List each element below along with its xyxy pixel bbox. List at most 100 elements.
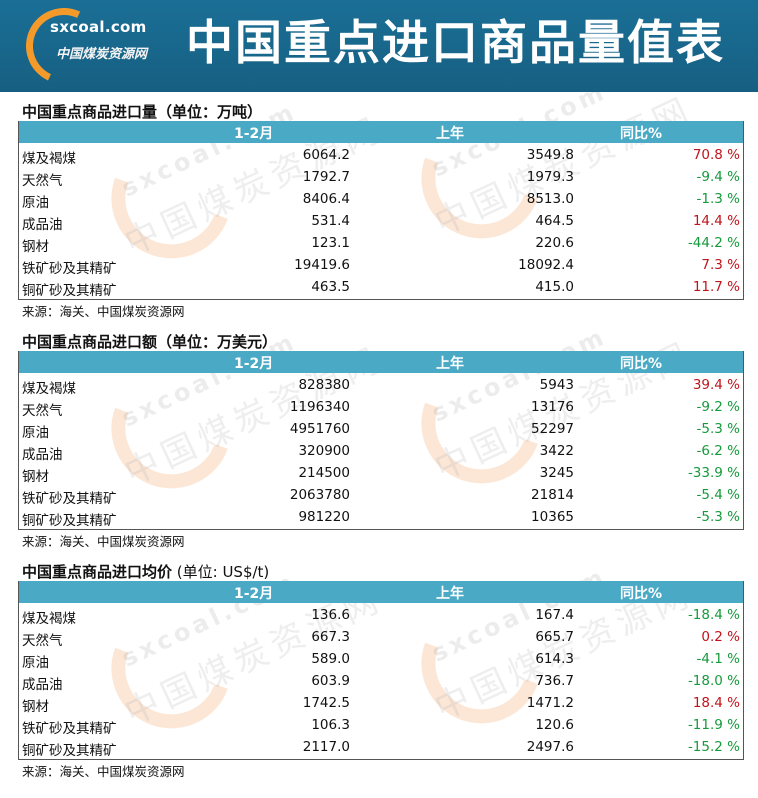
table-header: 1-2月 上年 同比% — [18, 121, 744, 143]
row-yoy: 70.8 % — [692, 147, 740, 163]
table-row: 成品油 603.9 736.7 -18.0 % — [18, 670, 744, 693]
table-row: 成品油 531.4 464.5 14.4 % — [18, 210, 744, 233]
row-name: 铁矿砂及其精矿 — [22, 261, 117, 277]
row-current: 214500 — [298, 465, 350, 481]
row-last-year: 5943 — [539, 377, 574, 393]
row-yoy: -44.2 % — [687, 235, 740, 251]
row-last-year: 52297 — [531, 421, 574, 437]
row-name: 钢材 — [22, 469, 49, 485]
row-current: 1792.7 — [302, 169, 350, 185]
row-name: 天然气 — [22, 403, 63, 419]
row-name: 铜矿砂及其精矿 — [22, 743, 117, 759]
row-yoy: 7.3 % — [701, 257, 740, 273]
row-last-year: 21814 — [531, 487, 574, 503]
row-last-year: 13176 — [531, 399, 574, 415]
row-current: 589.0 — [311, 651, 350, 667]
row-yoy: -18.0 % — [687, 673, 740, 689]
logo-domain-text: sxcoal.com — [50, 18, 147, 36]
table-row: 原油 4951760 52297 -5.3 % — [18, 418, 744, 441]
row-name: 铁矿砂及其精矿 — [22, 721, 117, 737]
row-last-year: 8513.0 — [526, 191, 574, 207]
table-border-right — [743, 581, 744, 759]
row-last-year: 3422 — [539, 443, 574, 459]
col-last-year-header: 上年 — [436, 356, 464, 372]
row-last-year: 120.6 — [535, 717, 574, 733]
row-current: 8406.4 — [302, 191, 350, 207]
table-bottom-border — [18, 529, 744, 530]
row-yoy: -5.4 % — [696, 487, 740, 503]
row-yoy: -5.3 % — [696, 509, 740, 525]
row-yoy: -4.1 % — [696, 651, 740, 667]
table-border-left — [18, 351, 19, 529]
row-yoy: 14.4 % — [692, 213, 740, 229]
row-yoy: -11.9 % — [687, 717, 740, 733]
table-row: 煤及褐煤 6064.2 3549.8 70.8 % — [18, 144, 744, 167]
row-yoy: -18.4 % — [687, 607, 740, 623]
table-border-right — [743, 121, 744, 299]
row-current: 981220 — [298, 509, 350, 525]
row-last-year: 167.4 — [535, 607, 574, 623]
row-last-year: 415.0 — [535, 279, 574, 295]
table-row: 天然气 1792.7 1979.3 -9.4 % — [18, 166, 744, 189]
row-name: 原油 — [22, 195, 49, 211]
row-current: 320900 — [298, 443, 350, 459]
row-yoy: 18.4 % — [692, 695, 740, 711]
row-current: 6064.2 — [302, 147, 350, 163]
section-title: 中国重点商品进口量（单位：万吨） — [22, 103, 263, 121]
row-yoy: -15.2 % — [687, 739, 740, 755]
table-row: 煤及褐煤 828380 5943 39.4 % — [18, 374, 744, 397]
row-name: 钢材 — [22, 699, 49, 715]
table-row: 钢材 1742.5 1471.2 18.4 % — [18, 692, 744, 715]
page-title: 中国重点进口商品量值表 — [186, 16, 725, 71]
source-note: 来源：海关、中国煤炭资源网 — [22, 534, 185, 549]
col-yoy-header: 同比% — [620, 356, 663, 372]
row-current: 19419.6 — [294, 257, 350, 273]
table-border-left — [18, 581, 19, 759]
table-row: 天然气 667.3 665.7 0.2 % — [18, 626, 744, 649]
section-title-text: 中国重点商品进口均价 — [22, 563, 173, 581]
section-title: 中国重点商品进口额（单位：万美元） — [22, 333, 278, 351]
row-name: 成品油 — [22, 447, 63, 463]
sxcoal-logo: sxcoal.com 中国煤炭资源网 — [10, 0, 180, 95]
row-name: 钢材 — [22, 239, 49, 255]
table-row: 成品油 320900 3422 -6.2 % — [18, 440, 744, 463]
row-name: 成品油 — [22, 217, 63, 233]
row-yoy: 0.2 % — [701, 629, 740, 645]
volume-section: 中国重点商品进口量（单位：万吨） 1-2月 上年 同比% 煤及褐煤 6064.2… — [0, 101, 758, 321]
row-last-year: 736.7 — [535, 673, 574, 689]
price-section: 中国重点商品进口均价 (单位: US$/t) 1-2月 上年 同比% 煤及褐煤 … — [0, 561, 758, 786]
table-row: 钢材 214500 3245 -33.9 % — [18, 462, 744, 485]
row-current: 1196340 — [289, 399, 350, 415]
table-row: 铜矿砂及其精矿 981220 10365 -5.3 % — [18, 506, 744, 529]
row-name: 铁矿砂及其精矿 — [22, 491, 117, 507]
row-yoy: -5.3 % — [696, 421, 740, 437]
table-header: 1-2月 上年 同比% — [18, 351, 744, 373]
col-period-header: 1-2月 — [234, 586, 274, 602]
table-row: 天然气 1196340 13176 -9.2 % — [18, 396, 744, 419]
section-title: 中国重点商品进口均价 (单位: US$/t) — [22, 561, 269, 582]
col-period-header: 1-2月 — [234, 126, 274, 142]
table-row: 铜矿砂及其精矿 463.5 415.0 11.7 % — [18, 276, 744, 299]
col-yoy-header: 同比% — [620, 126, 663, 142]
row-yoy: -33.9 % — [687, 465, 740, 481]
row-last-year: 665.7 — [535, 629, 574, 645]
section-title-unit: (单位: US$/t) — [172, 563, 270, 581]
row-last-year: 18092.4 — [518, 257, 574, 273]
row-last-year: 3549.8 — [526, 147, 574, 163]
row-name: 天然气 — [22, 633, 63, 649]
col-last-year-header: 上年 — [436, 126, 464, 142]
row-last-year: 10365 — [531, 509, 574, 525]
table-row: 铁矿砂及其精矿 19419.6 18092.4 7.3 % — [18, 254, 744, 277]
table-bottom-border — [18, 759, 744, 760]
row-last-year: 464.5 — [535, 213, 574, 229]
row-last-year: 1471.2 — [526, 695, 574, 711]
row-current: 603.9 — [311, 673, 350, 689]
table-border-left — [18, 121, 19, 299]
row-last-year: 3245 — [539, 465, 574, 481]
table-row: 钢材 123.1 220.6 -44.2 % — [18, 232, 744, 255]
row-current: 123.1 — [311, 235, 350, 251]
row-name: 成品油 — [22, 677, 63, 693]
row-current: 2063780 — [289, 487, 350, 503]
row-yoy: -9.4 % — [696, 169, 740, 185]
table-row: 煤及褐煤 136.6 167.4 -18.4 % — [18, 604, 744, 627]
